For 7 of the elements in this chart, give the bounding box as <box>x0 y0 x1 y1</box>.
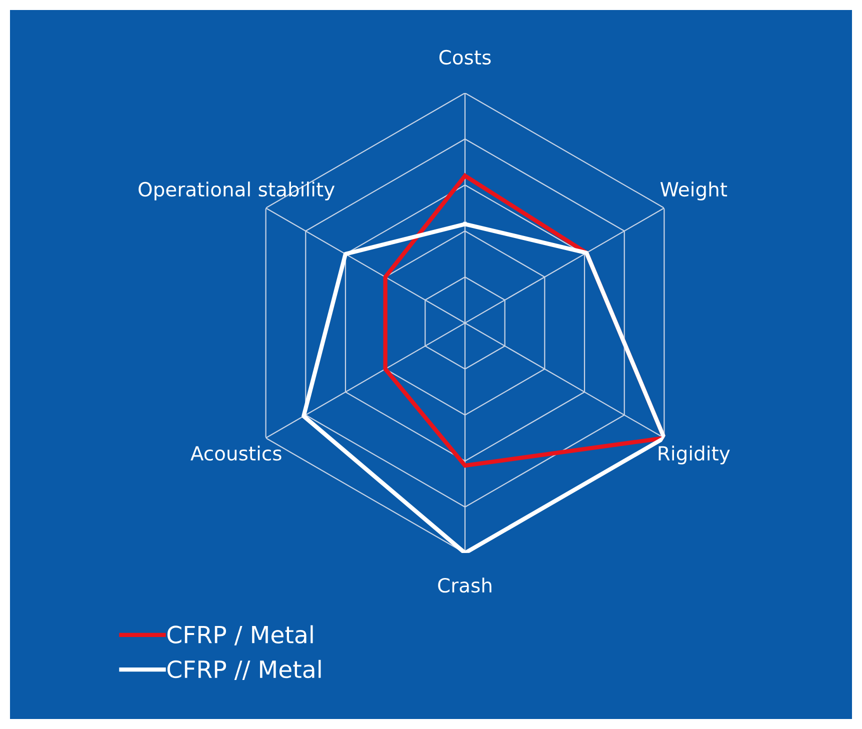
legend-label: CFRP / Metal <box>167 625 313 646</box>
spoke-label: Acoustics <box>190 446 282 461</box>
spoke-label: Weight <box>660 182 728 200</box>
spoke-label: Rigidity <box>658 446 730 464</box>
spoke-label: Crash <box>438 578 492 593</box>
legend-label: CFRP // Metal <box>167 660 321 680</box>
spoke-label: Costs <box>439 50 491 65</box>
